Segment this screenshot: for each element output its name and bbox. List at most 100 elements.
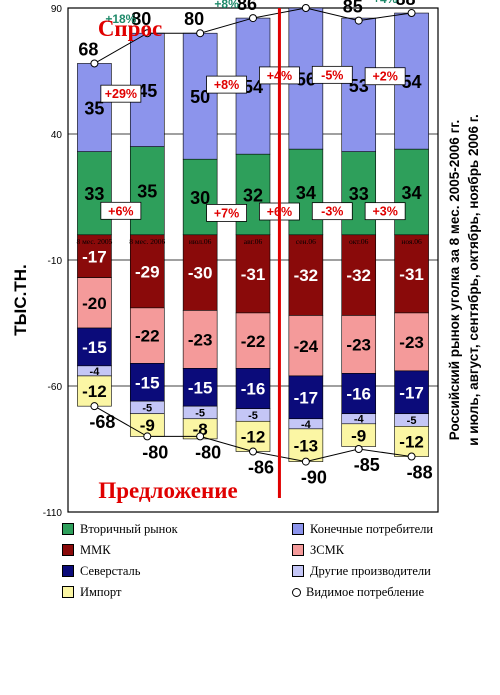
y-tick-label: -60 xyxy=(48,382,63,393)
y-axis-label: ТЫС.ТН. xyxy=(6,230,36,370)
bar-value-label: -20 xyxy=(82,294,107,313)
y-tick-label: 90 xyxy=(51,4,63,15)
bar-value-label: 35 xyxy=(137,182,157,202)
bar-segment xyxy=(182,368,218,407)
bar-value-label: -17 xyxy=(294,388,319,407)
y-tick-label: -110 xyxy=(43,508,63,519)
consumption-marker xyxy=(143,29,152,38)
legend-item: Другие производители xyxy=(292,562,431,580)
legend-label: Конечные потребители xyxy=(310,521,434,536)
consumption-marker xyxy=(407,9,416,18)
bar-value-label: -5 xyxy=(142,402,152,414)
bar-value-label: -5 xyxy=(407,415,417,427)
bar-segment xyxy=(182,310,218,369)
demand-total-label: 68 xyxy=(78,39,98,59)
demand-total-label: 86 xyxy=(237,0,257,14)
growth-total-label: +5% xyxy=(267,0,292,1)
bar-segment xyxy=(394,426,429,457)
demand-total-label: 80 xyxy=(131,9,151,29)
y-axis-label-text: ТЫС.ТН. xyxy=(11,264,30,336)
x-tick-label: авг.06 xyxy=(244,237,263,246)
growth-secondary-label-box xyxy=(364,202,406,221)
bar-segment xyxy=(77,277,112,329)
growth-buyers-label: +8% xyxy=(214,78,239,92)
legend-item: ММК xyxy=(62,541,111,559)
bar-segment xyxy=(341,315,377,374)
growth-secondary-label: +7% xyxy=(214,206,239,220)
bar-value-label: -16 xyxy=(241,380,266,399)
bar-segment xyxy=(235,368,271,409)
bar-value-label: 50 xyxy=(190,87,210,107)
legend-swatch xyxy=(292,565,304,577)
bar-segment xyxy=(341,151,377,236)
legend-item: Видимое потребление xyxy=(292,583,424,601)
supply-total-label: -90 xyxy=(301,468,327,488)
growth-secondary-label-box xyxy=(206,204,247,222)
bar-value-label: -23 xyxy=(399,333,424,352)
consumption-marker xyxy=(90,59,99,68)
bar-value-label: -24 xyxy=(294,337,319,356)
bar-value-label: 32 xyxy=(243,185,263,205)
bar-value-label: 33 xyxy=(349,184,369,204)
growth-buyers-label-box xyxy=(364,67,406,86)
y-tick-label: -10 xyxy=(48,256,63,267)
bar-segment xyxy=(288,234,324,316)
consumption-marker xyxy=(301,4,310,12)
bar-value-label: 34 xyxy=(296,183,316,203)
bar-value-label: 53 xyxy=(349,76,369,96)
demand-total-label: 90 xyxy=(290,0,310,4)
consumption-marker xyxy=(196,29,205,38)
consumption-marker xyxy=(301,457,310,466)
growth-buyers-label-box xyxy=(100,84,142,103)
bar-value-label: -17 xyxy=(82,247,107,266)
growth-secondary-label: +6% xyxy=(108,204,133,218)
supply-total-label: -85 xyxy=(354,455,380,475)
bar-value-label: -17 xyxy=(399,383,424,402)
bar-segment xyxy=(182,234,218,311)
bar-value-label: -9 xyxy=(351,426,366,445)
bar-value-label: -23 xyxy=(346,336,371,355)
legend-swatch xyxy=(62,586,74,598)
bar-value-label: -22 xyxy=(135,327,160,346)
bar-segment xyxy=(77,375,112,407)
bar-value-label: 54 xyxy=(243,77,263,97)
growth-secondary-label-box xyxy=(100,201,142,220)
demand-total-label: 85 xyxy=(343,0,363,17)
legend-swatch xyxy=(62,544,74,556)
demand-total-label: 88 xyxy=(396,0,416,9)
bar-segment xyxy=(394,370,429,415)
growth-buyers-label: +2% xyxy=(372,70,397,84)
bar-segment xyxy=(394,148,429,236)
bar-value-label: -32 xyxy=(346,266,371,285)
demand-total-label: 80 xyxy=(184,9,204,29)
legend-label: Вторичный рынок xyxy=(80,521,178,536)
x-tick-label: 8 мес. 2005 xyxy=(76,237,112,246)
legend-swatch xyxy=(292,544,304,556)
bar-segment xyxy=(341,234,377,316)
bar-value-label: 34 xyxy=(402,183,422,203)
supply-total-label: -68 xyxy=(89,412,115,432)
bar-value-label: -4 xyxy=(301,419,312,431)
bar-value-label: -5 xyxy=(195,407,205,419)
consumption-marker xyxy=(249,14,257,23)
side-title-line-2: и июль, август, сентябрь, октябрь, ноябр… xyxy=(466,114,481,446)
bar-value-label: -8 xyxy=(193,420,208,439)
consumption-marker xyxy=(354,445,363,453)
consumption-marker xyxy=(90,402,99,411)
legend-item: ЗСМК xyxy=(292,541,344,559)
growth-total-label: +18% xyxy=(105,12,136,26)
bar-value-label: -15 xyxy=(188,378,213,397)
consumption-marker xyxy=(249,447,257,456)
bar-segment xyxy=(341,373,377,415)
bar-segment xyxy=(129,234,165,309)
supply-total-label: -80 xyxy=(195,442,221,462)
bar-value-label: -30 xyxy=(188,264,213,283)
legend-label: ММК xyxy=(80,542,111,557)
consumption-marker xyxy=(407,452,416,461)
bar-value-label: -12 xyxy=(399,433,424,452)
legend-swatch xyxy=(62,565,74,577)
legend-swatch xyxy=(292,587,301,597)
bar-segment xyxy=(288,375,324,420)
bar-segment xyxy=(182,32,218,160)
